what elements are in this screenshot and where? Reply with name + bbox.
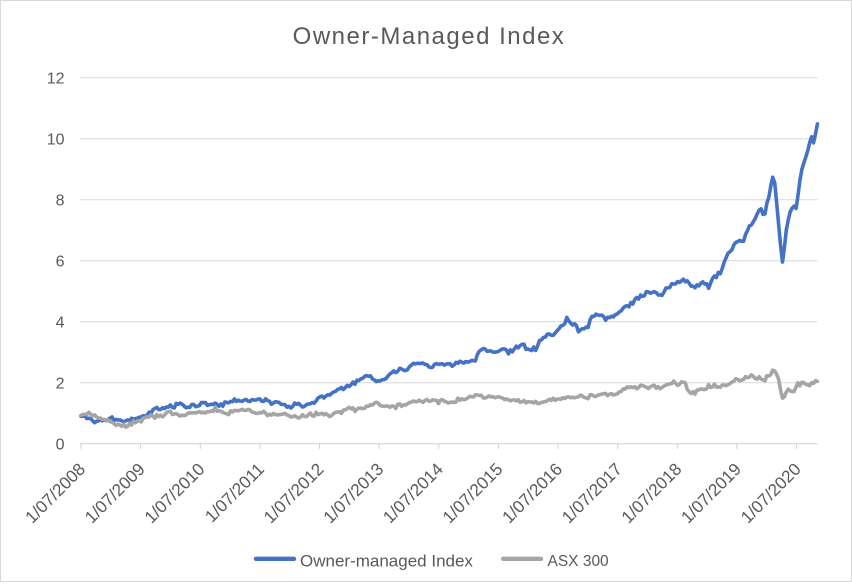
svg-text:Owner-managed Index: Owner-managed Index (300, 551, 473, 570)
svg-text:4: 4 (56, 315, 65, 332)
svg-text:Owner-Managed Index: Owner-Managed Index (293, 23, 566, 50)
svg-text:0: 0 (56, 437, 65, 454)
svg-text:8: 8 (56, 193, 65, 210)
svg-text:2: 2 (56, 376, 65, 393)
svg-text:12: 12 (47, 71, 65, 88)
svg-text:6: 6 (56, 254, 65, 271)
svg-text:ASX 300: ASX 300 (548, 553, 610, 570)
svg-text:10: 10 (47, 132, 65, 149)
